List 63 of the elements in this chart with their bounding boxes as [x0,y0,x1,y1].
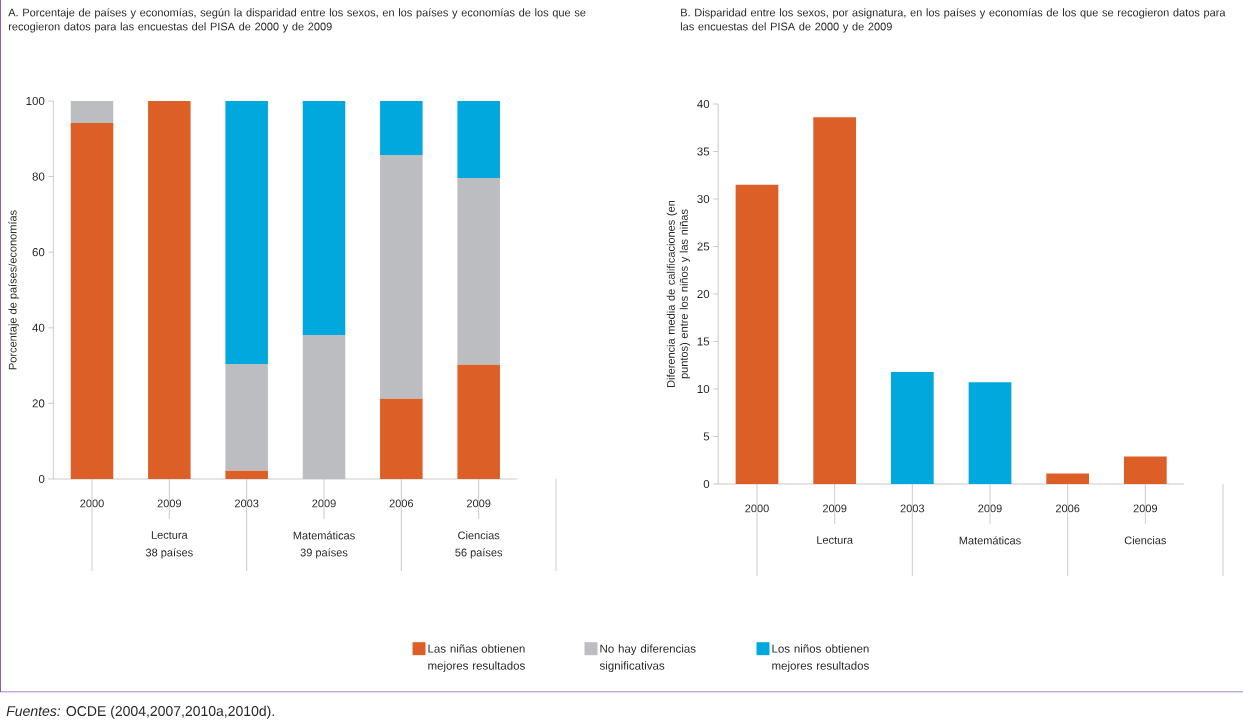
x-tick-label: 2000 [745,504,769,513]
y-tick-label: 10 [697,384,710,394]
bar [225,364,268,471]
bar [1046,473,1090,484]
bar [380,155,423,399]
x-tick-label: 2009 [312,499,336,508]
text: Ciencias [458,531,500,540]
y-axis-title: Diferencia media de calificaciones (en puntos) entre los niños y las niñas [666,200,690,387]
x-tick-label: 2009 [822,504,847,513]
x-tick-label: 2003 [900,504,925,513]
bar [70,100,114,123]
chart-title: B. Disparidad entre los sexos, por asignatura, en los países y economías de los que se recogieron datos para las encuestas del PISA de 2000 y de 2009 [680,8,1226,33]
x-tick-label: 2009 [157,499,182,508]
bar [457,100,500,179]
y-tick-label: 80 [32,172,45,181]
bar [968,382,1012,484]
text: Lectura [817,536,854,544]
bar [148,100,191,479]
y-tick-label: 40 [32,323,45,332]
bar [302,100,346,335]
y-tick-label: 60 [32,248,45,257]
x-tick-label: 2000 [80,499,104,508]
text: Ciencias [1124,536,1167,545]
x-tick-label: 2009 [466,499,491,508]
y-tick-label: 20 [697,289,710,299]
text: Lectura [151,531,188,539]
x-tick-label: 2006 [1055,504,1080,513]
x-tick-label: 2009 [978,504,1002,513]
bar [457,364,500,479]
y-tick-label: 25 [697,242,710,251]
y-axis-title: Porcentaje de países/economías [8,210,19,370]
text: Matemáticas [959,536,1021,545]
x-tick-label: 2009 [1133,504,1158,513]
y-tick-label: 20 [32,399,45,408]
legend-label: Los niños obtienen mejores resultados [772,644,869,672]
text: 39 países [300,548,348,559]
y-tick-label: 5 [703,432,710,441]
bar [890,371,934,484]
legend-label: Las niñas obtienen mejores resultados [428,644,525,672]
y-tick-label: 100 [26,96,45,106]
text: 56 países [455,548,503,559]
y-tick-label: 35 [697,147,710,156]
text: Fuentes: OCDE (2004,2007,2010a,2010d). [6,705,274,719]
bar [225,100,268,365]
bar [457,178,500,365]
bar [225,470,268,479]
legend-label: No hay diferencias significativas [599,644,696,672]
text: 38 países [145,548,193,559]
bar [813,117,857,484]
y-tick-label: 30 [697,194,710,204]
y-tick-label: 40 [697,99,710,109]
y-tick-label: 0 [38,474,45,484]
bar [380,100,423,156]
x-tick-label: 2006 [389,499,414,508]
bar [70,122,114,479]
bar [735,184,779,484]
text: Matemáticas [293,531,355,540]
x-tick-label: 2003 [234,499,259,508]
bar [1123,456,1167,484]
bar [380,398,423,479]
y-tick-label: 15 [697,337,710,346]
y-tick-label: 0 [703,479,710,489]
chart-title: A. Porcentaje de países y economías, según la disparidad entre los sexos, en los países y economías de los que se recogieron datos para las encuestas del PISA de 2000 y de 2009 [8,8,586,33]
